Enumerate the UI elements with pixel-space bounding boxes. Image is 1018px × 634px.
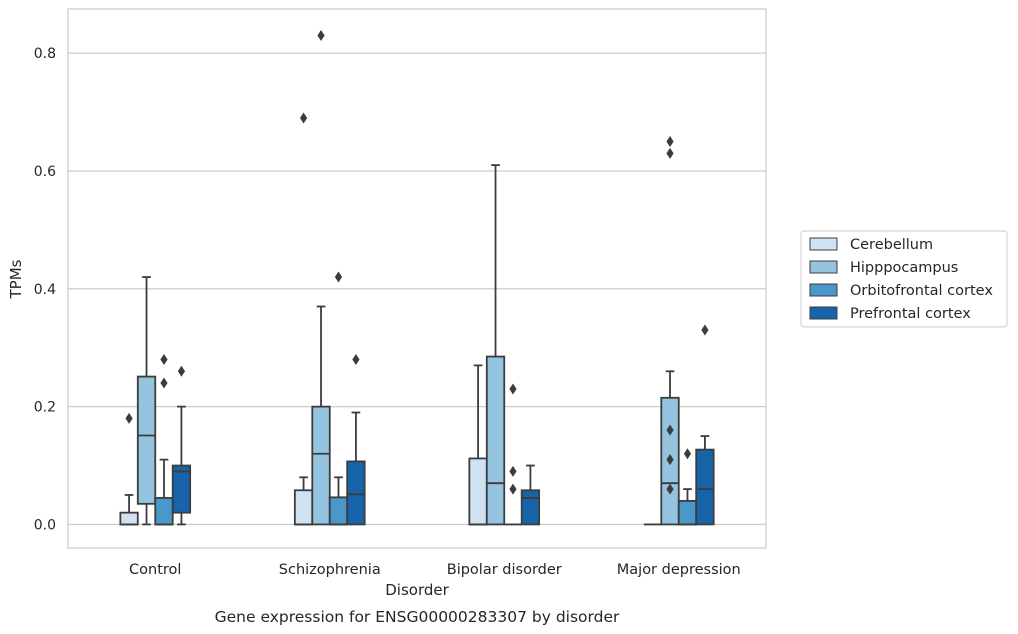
legend-swatch	[809, 260, 838, 274]
box-2-0	[154, 353, 174, 526]
box-body	[695, 448, 715, 526]
x-tick-labels: Control Schizophrenia Bipolar disorder Majo…	[129, 562, 741, 578]
box-0-2	[468, 364, 488, 526]
legend-label: Prefrontal cortex	[850, 306, 971, 322]
box-3-3	[695, 324, 715, 526]
outlier-point	[160, 377, 168, 389]
outlier-point	[509, 483, 517, 495]
chart-caption: Gene expression for ENSG00000283307 by d…	[215, 608, 620, 626]
outlier-point	[701, 324, 709, 336]
outlier-point	[666, 424, 674, 436]
box-body	[346, 460, 366, 526]
box-body	[154, 497, 174, 526]
legend-swatch	[809, 306, 838, 320]
outlier-point	[299, 112, 308, 124]
outlier-point	[666, 147, 674, 159]
box-1-3	[660, 136, 680, 526]
box-1-2	[485, 164, 506, 526]
legend-label: Hipppocampus	[850, 260, 958, 276]
box-body	[293, 489, 314, 526]
legend-label: Cerebellum	[850, 237, 933, 253]
legend-frame	[800, 230, 1008, 328]
box-1-1	[311, 30, 331, 526]
box-3-1	[346, 353, 366, 526]
box-body	[311, 405, 331, 526]
box-body	[468, 457, 488, 526]
outlier-point	[317, 30, 325, 42]
boxes	[119, 30, 715, 526]
y-tick-label: 0.2	[34, 400, 56, 416]
box-2-2	[504, 383, 522, 526]
box-body	[328, 496, 349, 526]
box-body	[171, 464, 192, 514]
box-3-0	[171, 365, 192, 526]
legend: Cerebellum Hipppocampus Orbitofrontal cort…	[800, 230, 1008, 328]
y-axis-label: TPMs	[7, 259, 25, 299]
legend-swatch	[809, 237, 838, 251]
y-tick-label: 0.0	[34, 517, 56, 533]
box-body	[485, 355, 506, 526]
outlier-point	[666, 136, 674, 148]
box-1-0	[136, 276, 157, 526]
outlier-point	[509, 383, 517, 395]
x-tick-label: Control	[129, 562, 181, 578]
outlier-point	[352, 353, 360, 365]
box-0-0	[119, 412, 139, 526]
outlier-point	[509, 465, 517, 477]
y-tick-label: 0.8	[34, 46, 56, 62]
plot-frame	[67, 8, 767, 549]
box-3-2	[520, 464, 541, 526]
plot-area	[68, 9, 766, 548]
box-0-1	[293, 112, 314, 526]
x-tick-label: Bipolar disorder	[447, 562, 562, 578]
outlier-point	[666, 454, 674, 466]
y-tick-label: 0.4	[34, 282, 56, 298]
y-tick-labels: 0.0 0.2 0.4 0.6 0.8	[34, 46, 56, 533]
outlier-point	[334, 271, 343, 283]
outlier-point	[177, 365, 186, 377]
y-tick-label: 0.6	[34, 164, 56, 180]
box-body	[136, 375, 157, 505]
outlier-point	[160, 353, 168, 365]
box-body	[677, 499, 698, 526]
outlier-point	[125, 412, 133, 424]
x-axis-label: Disorder	[385, 581, 449, 599]
box-body	[520, 489, 541, 526]
box-body	[119, 511, 139, 526]
legend-label: Orbitofrontal cortex	[850, 283, 993, 299]
x-tick-label: Major depression	[617, 562, 741, 578]
outlier-point	[666, 483, 674, 495]
outlier-point	[683, 448, 692, 460]
x-tick-label: Schizophrenia	[279, 562, 381, 578]
legend-swatch	[809, 283, 838, 297]
